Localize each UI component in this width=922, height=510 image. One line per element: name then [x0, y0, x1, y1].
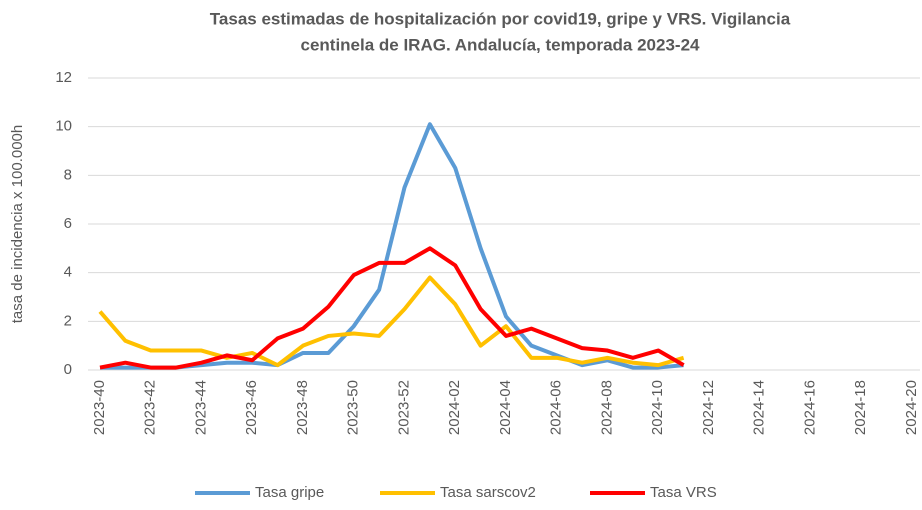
x-tick-label: 2024-06: [548, 380, 565, 435]
x-tick-label: 2023-48: [294, 380, 311, 435]
x-tick-label: 2024-10: [649, 380, 666, 435]
x-tick-label: 2023-44: [192, 380, 209, 435]
legend-label: Tasa sarscov2: [440, 484, 536, 501]
x-tick-label: 2024-20: [903, 380, 920, 435]
y-tick-label: 8: [64, 166, 72, 183]
y-tick-label: 2: [64, 312, 72, 329]
y-tick-label: 0: [64, 361, 72, 378]
legend-label: Tasa gripe: [255, 484, 324, 501]
x-tick-label: 2023-52: [395, 380, 412, 435]
x-tick-label: 2024-08: [598, 380, 615, 435]
x-tick-label: 2023-40: [91, 380, 108, 435]
y-tick-label: 6: [64, 215, 72, 232]
series-line: [99, 246, 685, 370]
x-tick-label: 2023-46: [243, 380, 260, 435]
legend-label: Tasa VRS: [650, 484, 717, 501]
y-tick-label: 10: [55, 118, 72, 135]
series-line: [100, 122, 684, 370]
chart-title: Tasas estimadas de hospitalización por c…: [210, 9, 791, 28]
y-tick-label: 4: [64, 264, 72, 281]
x-tick-label: 2024-12: [700, 380, 717, 435]
series-line: [98, 275, 685, 368]
chart-title: centinela de IRAG. Andalucía, temporada …: [300, 35, 700, 54]
x-tick-label: 2023-50: [345, 380, 362, 435]
x-tick-label: 2024-02: [446, 380, 463, 435]
y-axis-title: tasa de incidencia x 100.000h: [9, 125, 26, 323]
x-tick-label: 2023-42: [142, 380, 159, 435]
x-tick-label: 2024-14: [751, 380, 768, 435]
x-tick-label: 2024-04: [497, 380, 514, 435]
x-tick-label: 2024-16: [801, 380, 818, 435]
x-tick-label: 2024-18: [852, 380, 869, 435]
y-tick-label: 12: [55, 69, 72, 86]
